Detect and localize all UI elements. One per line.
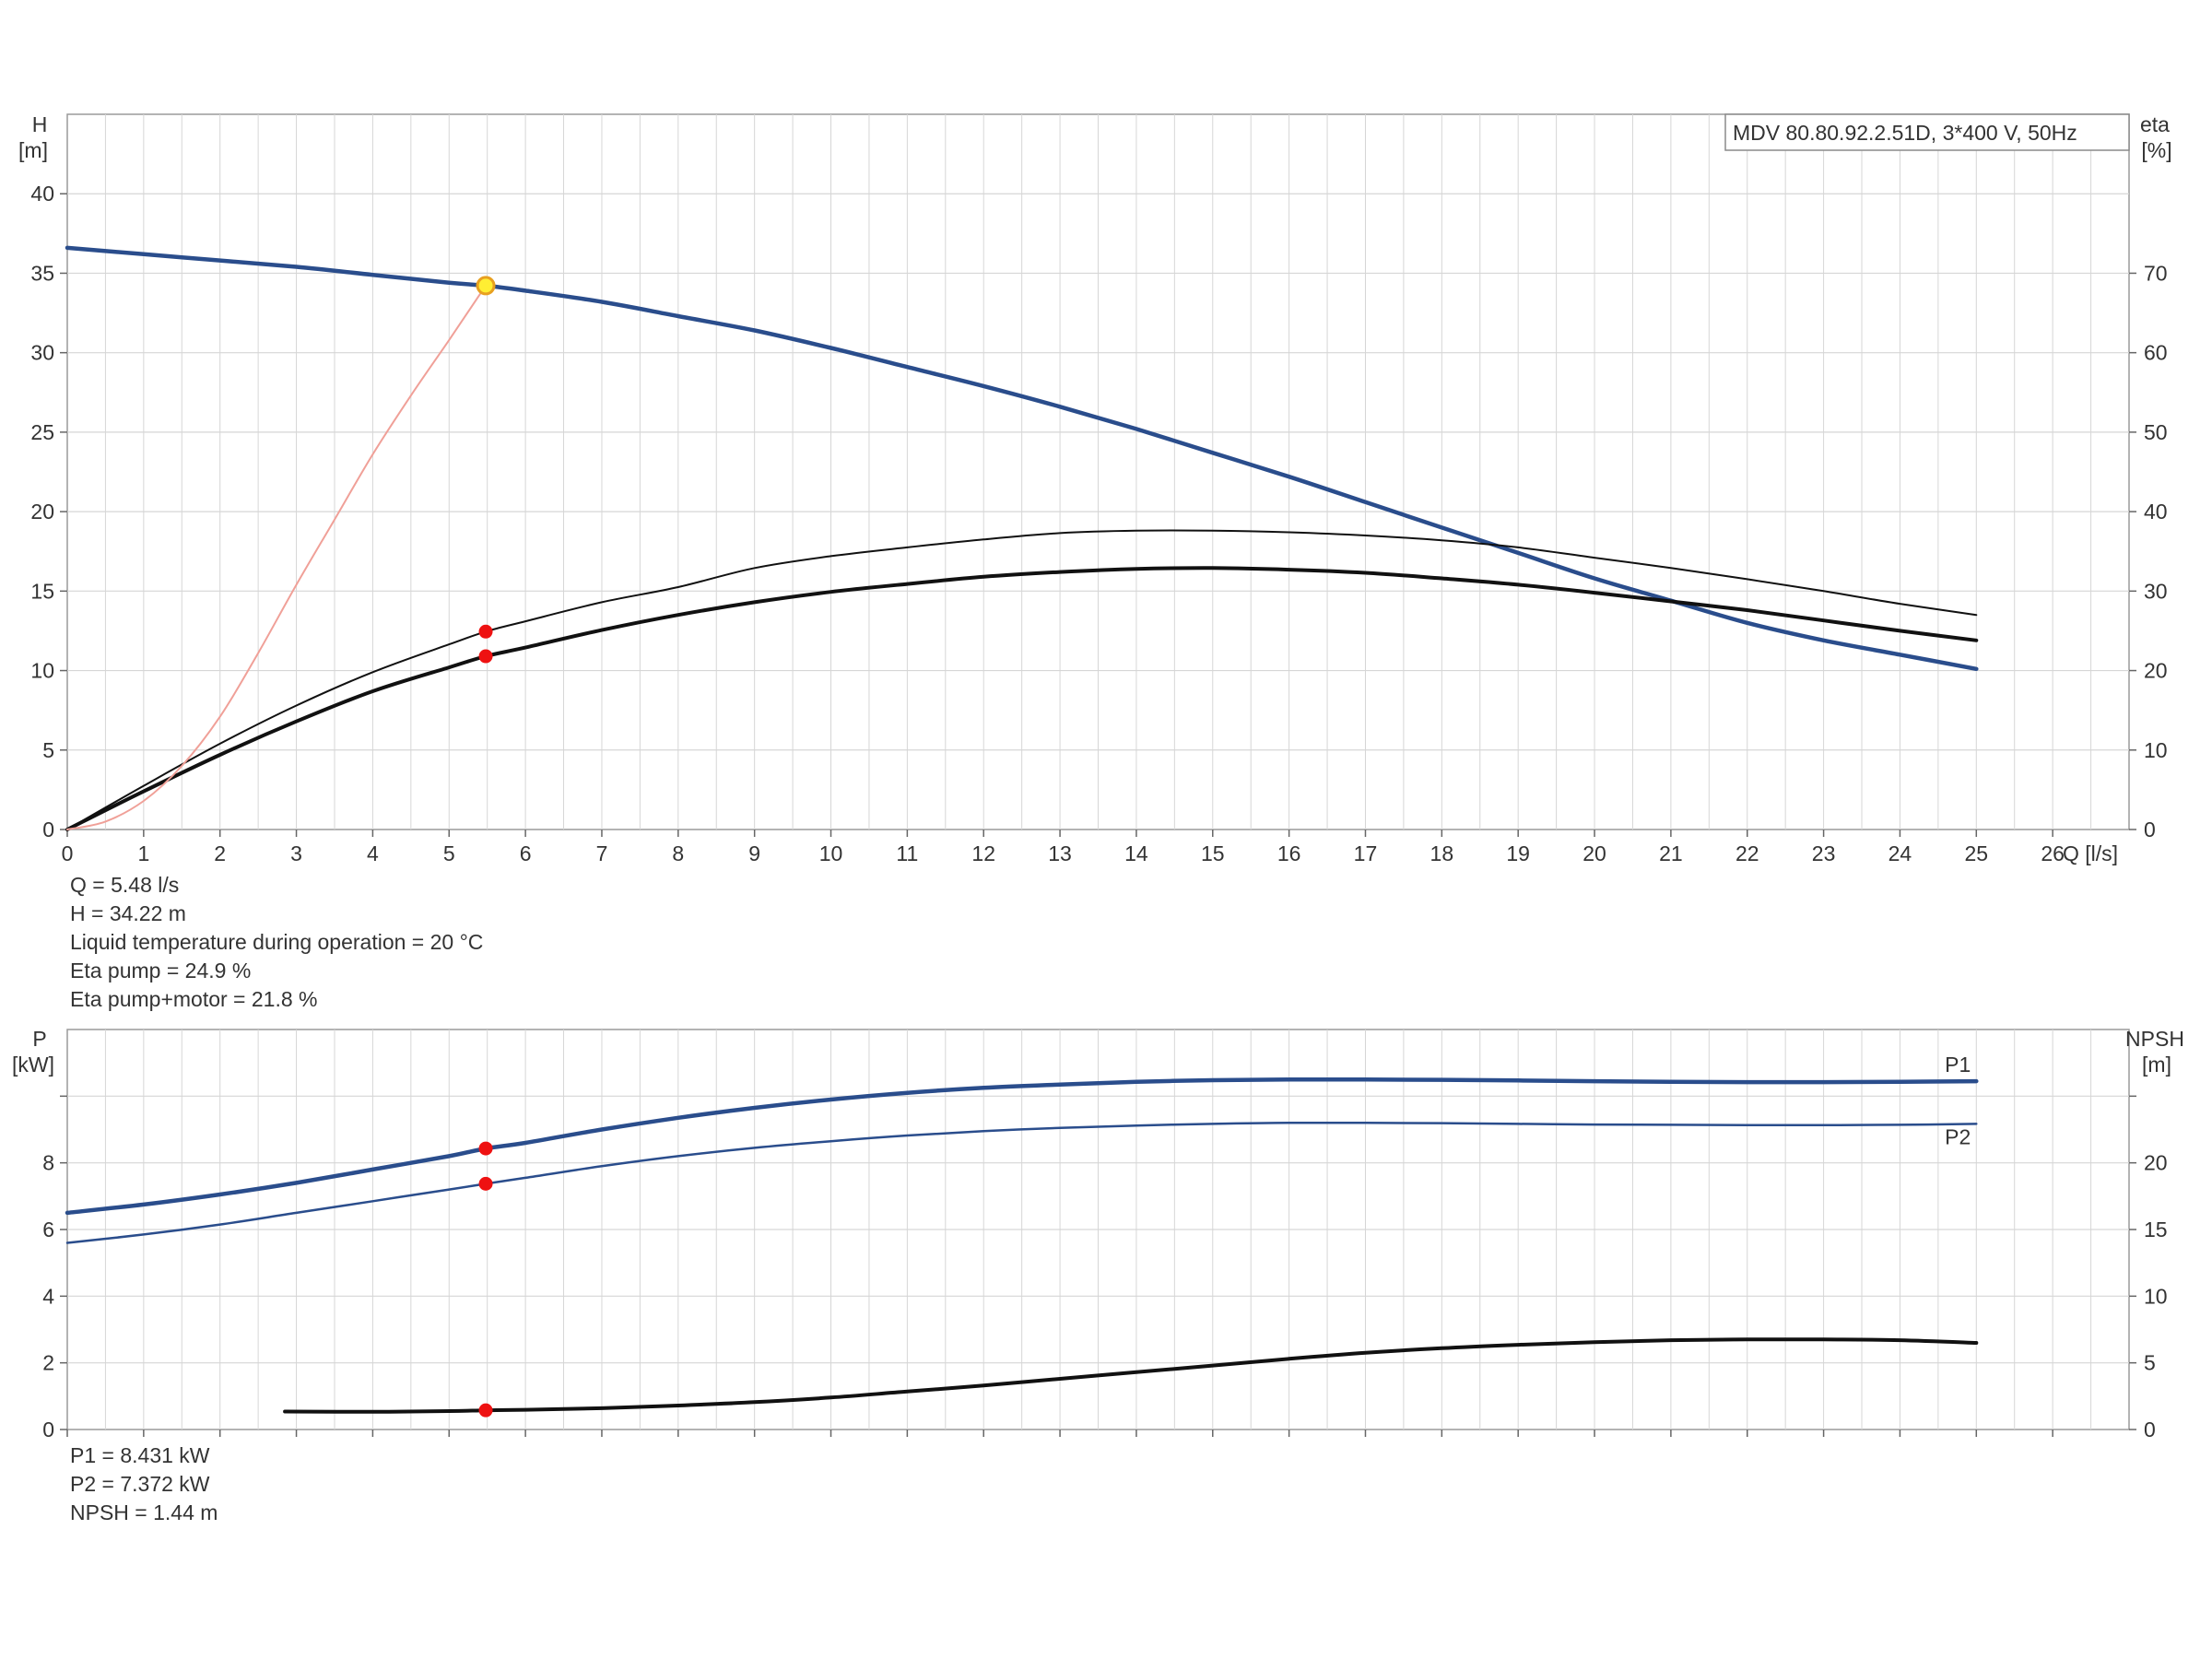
x-tick-label: 14 <box>1124 841 1148 865</box>
curve-system-curve <box>66 284 487 830</box>
x-tick-label: 15 <box>1201 841 1225 865</box>
y-left-tick-label: 6 <box>42 1218 54 1241</box>
y-right-axis-unit: [%] <box>2141 138 2171 162</box>
legend-p1: P1 <box>1945 1053 1971 1077</box>
chart-title: MDV 80.80.92.2.51D, 3*400 V, 50Hz <box>1733 121 2077 145</box>
y-right-tick-label: 40 <box>2144 500 2168 524</box>
x-tick-label: 5 <box>443 841 455 865</box>
x-tick-label: 20 <box>1583 841 1606 865</box>
x-tick-label: 0 <box>62 841 74 865</box>
operating-point <box>478 649 493 664</box>
x-tick-label: 13 <box>1048 841 1072 865</box>
curve-eta-pump <box>66 529 1978 830</box>
y-left-tick-label: 40 <box>30 182 54 206</box>
y-right-axis-unit: [m] <box>2142 1053 2171 1077</box>
operating-point <box>478 1176 493 1191</box>
y-right-tick-label: 10 <box>2144 738 2168 762</box>
x-tick-label: 21 <box>1659 841 1683 865</box>
curve-head <box>65 245 1979 672</box>
info-p2: P2 = 7.372 kW <box>70 1472 210 1496</box>
y-left-axis-unit: [kW] <box>12 1053 54 1077</box>
x-tick-label: 10 <box>819 841 843 865</box>
y-left-axis-unit: [m] <box>18 138 48 162</box>
y-right-axis-label: NPSH <box>2125 1027 2184 1051</box>
info-eta-pump: Eta pump = 24.9 % <box>70 959 252 982</box>
curve-p1 <box>65 1077 1979 1216</box>
info-flow: Q = 5.48 l/s <box>70 873 180 897</box>
y-left-tick-label: 30 <box>30 341 54 365</box>
y-right-tick-label: 15 <box>2144 1218 2168 1241</box>
x-tick-label: 18 <box>1430 841 1454 865</box>
y-left-tick-label: 4 <box>42 1284 54 1308</box>
y-right-tick-label: 60 <box>2144 341 2168 365</box>
x-tick-label: 2 <box>214 841 226 865</box>
y-left-tick-label: 15 <box>30 579 54 603</box>
y-right-tick-label: 50 <box>2144 420 2168 444</box>
x-tick-label: 23 <box>1812 841 1836 865</box>
y-left-axis-label: H <box>32 112 48 136</box>
y-right-tick-label: 20 <box>2144 659 2168 683</box>
x-tick-label: 16 <box>1277 841 1301 865</box>
x-tick-label: 17 <box>1354 841 1378 865</box>
y-left-tick-label: 20 <box>30 500 54 524</box>
y-right-tick-label: 30 <box>2144 579 2168 603</box>
y-left-axis-label: P <box>32 1027 46 1051</box>
x-tick-label: 9 <box>748 841 760 865</box>
info-eta-pump-motor: Eta pump+motor = 21.8 % <box>70 987 318 1011</box>
x-tick-label: 3 <box>290 841 302 865</box>
operating-point <box>478 1403 493 1418</box>
title-box <box>1724 113 2130 151</box>
operating-point <box>478 1141 493 1156</box>
curve-npsh <box>283 1337 1979 1414</box>
x-tick-label: 12 <box>971 841 995 865</box>
y-right-tick-label: 0 <box>2144 1418 2156 1441</box>
x-tick-label: 6 <box>520 841 532 865</box>
y-right-tick-label: 70 <box>2144 261 2168 285</box>
y-left-tick-label: 0 <box>42 818 54 841</box>
x-tick-label: 25 <box>1964 841 1988 865</box>
info-p1: P1 = 8.431 kW <box>70 1443 210 1467</box>
y-left-tick-label: 0 <box>42 1418 54 1441</box>
power-panel <box>60 1029 2136 1437</box>
x-tick-label: 19 <box>1506 841 1530 865</box>
x-tick-label: 4 <box>367 841 379 865</box>
legend-p2: P2 <box>1945 1124 1971 1148</box>
x-tick-label: 22 <box>1735 841 1759 865</box>
y-left-tick-label: 10 <box>30 659 54 683</box>
x-tick-label: 1 <box>137 841 149 865</box>
head-panel <box>60 113 2136 837</box>
y-left-tick-label: 5 <box>42 738 54 762</box>
y-right-tick-label: 5 <box>2144 1351 2156 1375</box>
duty-point <box>476 276 496 296</box>
y-right-tick-label: 20 <box>2144 1151 2168 1175</box>
x-tick-label: 24 <box>1888 841 1912 865</box>
y-left-tick-label: 25 <box>30 420 54 444</box>
info-head: H = 34.22 m <box>70 901 186 925</box>
top-info-block: Q = 5.48 l/s H = 34.22 m Liquid temperat… <box>70 871 483 1014</box>
x-axis-label: Q [l/s] <box>2063 841 2118 865</box>
y-right-tick-label: 0 <box>2144 818 2156 841</box>
y-left-tick-label: 2 <box>42 1351 54 1375</box>
info-liquid-temperature: Liquid temperature during operation = 20… <box>70 930 484 954</box>
y-left-tick-label: 8 <box>42 1151 54 1175</box>
x-tick-label: 7 <box>596 841 608 865</box>
y-left-tick-label: 35 <box>30 261 54 285</box>
x-tick-label: 26 <box>2041 841 2065 865</box>
x-tick-label: 11 <box>896 841 918 865</box>
curve-eta-pump-motor <box>65 566 1979 831</box>
x-tick-label: 8 <box>672 841 684 865</box>
y-right-tick-label: 10 <box>2144 1284 2168 1308</box>
operating-point <box>478 624 493 639</box>
curve-p2 <box>65 1121 1978 1244</box>
info-npsh: NPSH = 1.44 m <box>70 1500 218 1524</box>
y-right-axis-label: eta <box>2140 112 2170 136</box>
bottom-info-block: P1 = 8.431 kW P2 = 7.372 kW NPSH = 1.44 … <box>70 1441 218 1527</box>
